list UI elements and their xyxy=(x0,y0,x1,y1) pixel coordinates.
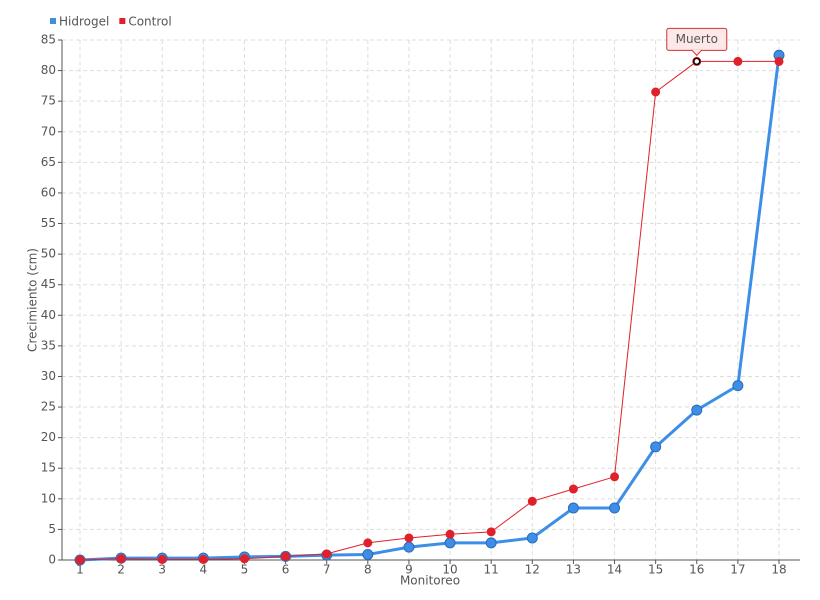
data-point xyxy=(239,554,249,564)
x-tick-label: 11 xyxy=(484,563,499,577)
y-tick-label: 55 xyxy=(41,216,56,230)
y-tick-label: 35 xyxy=(41,338,56,352)
y-tick-label: 40 xyxy=(41,308,56,322)
x-tick-label: 3 xyxy=(158,563,166,577)
data-point xyxy=(609,502,621,514)
legend-swatch xyxy=(119,18,126,24)
data-point xyxy=(774,56,784,66)
data-point xyxy=(650,441,662,453)
annotation-marker xyxy=(693,57,701,66)
data-point xyxy=(568,484,578,494)
series-line xyxy=(79,60,779,561)
x-axis-label: Monitoreo xyxy=(400,574,460,588)
y-tick-label: 30 xyxy=(41,369,56,383)
legend-label: Control xyxy=(128,15,171,29)
data-point xyxy=(116,554,126,564)
x-tick-label: 9 xyxy=(405,563,413,577)
y-axis-label: Crecimiento (cm) xyxy=(26,248,40,352)
legend-label: Hidrogel xyxy=(59,15,109,29)
data-point xyxy=(485,537,497,549)
data-point xyxy=(527,496,537,506)
data-point xyxy=(363,538,373,548)
data-point xyxy=(404,533,414,543)
y-tick-label: 0 xyxy=(48,553,56,567)
x-tick-label: 17 xyxy=(730,563,745,577)
data-point xyxy=(733,56,743,66)
y-tick-label: 70 xyxy=(41,124,56,138)
x-tick-label: 10 xyxy=(442,563,457,577)
series-line xyxy=(79,55,781,562)
data-point xyxy=(322,549,332,559)
x-tick-label: 6 xyxy=(282,563,290,577)
data-point xyxy=(75,555,85,565)
legend-swatch xyxy=(50,18,56,24)
x-tick-label: 14 xyxy=(607,563,622,577)
y-tick-label: 45 xyxy=(41,277,56,291)
annotation-pointer xyxy=(691,49,703,57)
y-tick-label: 10 xyxy=(41,491,56,505)
x-tick-label: 4 xyxy=(200,563,208,577)
y-tick-label: 80 xyxy=(41,63,56,77)
x-tick-label: 13 xyxy=(566,563,581,577)
y-tick-label: 20 xyxy=(41,430,56,444)
data-point xyxy=(157,554,167,564)
x-tick-label: 1 xyxy=(76,563,84,577)
data-point xyxy=(691,404,703,416)
x-tick-label: 8 xyxy=(364,563,372,577)
x-tick-label: 18 xyxy=(771,563,786,577)
data-point xyxy=(281,551,291,561)
y-tick-label: 85 xyxy=(41,33,56,47)
data-point xyxy=(486,527,496,537)
data-point xyxy=(403,541,415,553)
y-tick-label: 5 xyxy=(48,522,56,536)
data-point xyxy=(444,537,456,549)
y-tick-label: 15 xyxy=(41,461,56,475)
data-point xyxy=(526,532,538,544)
data-point xyxy=(445,529,455,539)
data-point xyxy=(651,87,661,97)
data-point xyxy=(567,502,579,514)
x-tick-label: 2 xyxy=(117,563,125,577)
x-tick-label: 7 xyxy=(323,563,331,577)
annotation-text: Muerto xyxy=(676,32,718,46)
data-point xyxy=(362,548,374,560)
data-point xyxy=(610,472,620,482)
data-point xyxy=(732,380,744,392)
x-tick-label: 12 xyxy=(525,563,540,577)
y-tick-label: 25 xyxy=(41,400,56,414)
y-tick-label: 75 xyxy=(41,94,56,108)
y-tick-label: 50 xyxy=(41,247,56,261)
x-tick-label: 16 xyxy=(689,563,704,577)
y-tick-label: 65 xyxy=(41,155,56,169)
x-tick-label: 15 xyxy=(648,563,663,577)
x-tick-label: 5 xyxy=(241,563,249,577)
y-tick-label: 60 xyxy=(41,185,56,199)
data-point xyxy=(198,554,208,564)
